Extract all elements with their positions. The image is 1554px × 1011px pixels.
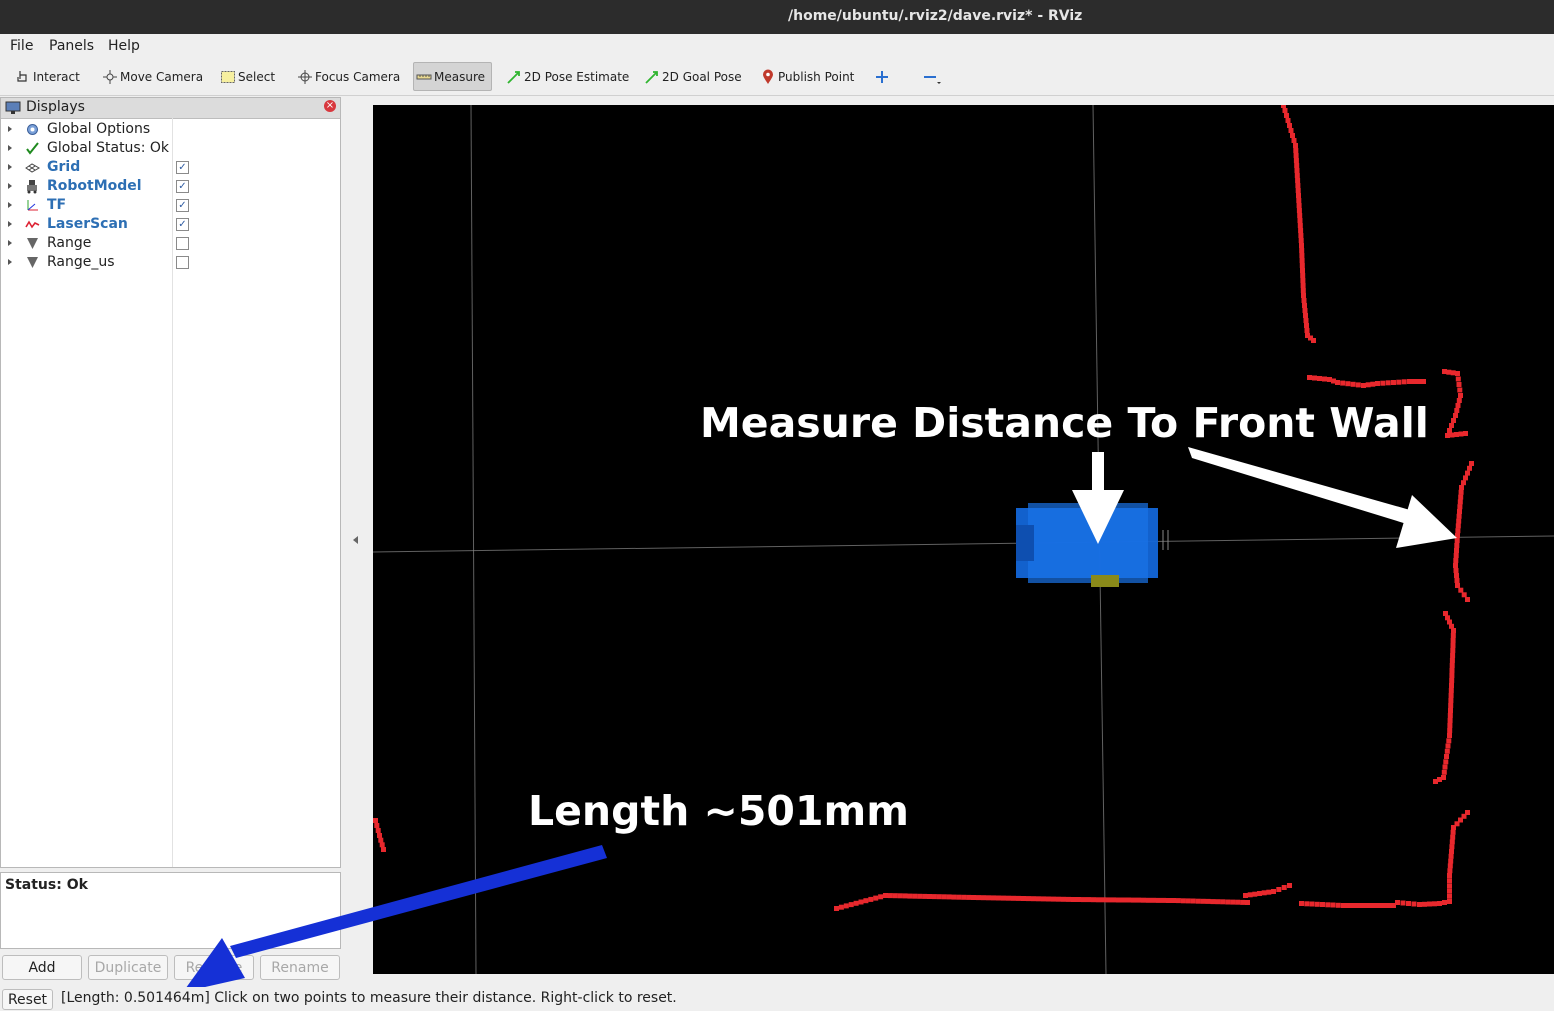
display-item-range-us[interactable]: Range_us — [1, 253, 340, 272]
tool-2d-goal-pose-label: 2D Goal Pose — [662, 70, 742, 84]
tool-move-camera[interactable]: Move Camera — [102, 64, 203, 90]
column-divider — [172, 118, 173, 867]
display-item-label: LaserScan — [47, 216, 128, 232]
focus-camera-icon — [297, 69, 313, 85]
ruler-icon — [416, 69, 432, 85]
goal-arrow-icon — [644, 69, 660, 85]
expand-arrow-icon[interactable] — [8, 202, 12, 208]
rename-display-button[interactable]: Rename — [260, 955, 340, 980]
robot-model — [1016, 503, 1169, 587]
robot-icon — [25, 179, 40, 194]
range-icon — [25, 255, 40, 270]
tool-2d-goal-pose[interactable]: 2D Goal Pose — [644, 64, 742, 90]
tool-measure[interactable]: Measure — [413, 62, 492, 91]
display-enabled-checkbox[interactable] — [176, 256, 189, 269]
check-icon — [25, 141, 40, 156]
display-item-label: Grid — [47, 159, 81, 175]
menu-file[interactable]: File — [10, 38, 34, 54]
add-display-button[interactable]: Add — [2, 955, 82, 980]
window-titlebar: /home/ubuntu/.rviz2/dave.rviz* - RViz — [0, 0, 1554, 34]
plus-icon — [874, 69, 890, 85]
select-box-icon — [220, 69, 236, 85]
display-status-text: Status: Ok — [5, 877, 88, 893]
tool-2d-pose-estimate[interactable]: 2D Pose Estimate — [506, 64, 629, 90]
pose-arrow-icon — [506, 69, 522, 85]
minus-icon — [922, 69, 941, 85]
status-message: [Length: 0.501464m] Click on two points … — [61, 990, 677, 1006]
display-item-label: Global Options — [47, 121, 151, 137]
grid-display — [373, 105, 1554, 974]
close-panel-icon[interactable]: × — [324, 100, 336, 112]
tool-publish-point-label: Publish Point — [778, 70, 855, 84]
display-item-laserscan[interactable]: LaserScan ✓ — [1, 215, 340, 234]
laser-scan-points — [373, 105, 1474, 911]
expand-arrow-icon[interactable] — [8, 145, 12, 151]
displays-panel: Displays × Global Options Global Status: … — [0, 97, 341, 868]
annotation-front-wall: Measure Distance To Front Wall — [700, 399, 1429, 447]
status-bar: Reset [Length: 0.501464m] Click on two p… — [0, 987, 1554, 1010]
toolbar: Interact Move Camera Select Focus Camera… — [0, 58, 1554, 96]
annotation-length: Length ~501mm — [528, 787, 909, 835]
display-item-grid[interactable]: Grid ✓ — [1, 158, 340, 177]
displays-panel-header: Displays × — [1, 98, 340, 119]
expand-arrow-icon[interactable] — [8, 164, 12, 170]
expand-arrow-icon[interactable] — [8, 240, 12, 246]
menu-help[interactable]: Help — [108, 38, 140, 54]
tool-select[interactable]: Select — [220, 64, 275, 90]
display-item-label: Range_us — [47, 254, 115, 270]
display-item-global-options[interactable]: Global Options — [1, 120, 340, 139]
tool-interact[interactable]: Interact — [15, 64, 80, 90]
laser-icon — [25, 217, 40, 232]
display-item-label: Global Status: Ok — [47, 140, 170, 156]
duplicate-display-button[interactable]: Duplicate — [88, 955, 168, 980]
tool-focus-camera-label: Focus Camera — [315, 70, 401, 84]
menubar: File Panels Help — [0, 34, 1554, 58]
tool-measure-label: Measure — [434, 69, 485, 84]
display-enabled-checkbox[interactable] — [176, 237, 189, 250]
display-enabled-checkbox[interactable]: ✓ — [176, 161, 189, 174]
display-item-robotmodel[interactable]: RobotModel ✓ — [1, 177, 340, 196]
tool-focus-camera[interactable]: Focus Camera — [297, 64, 400, 90]
display-item-label: Range — [47, 235, 92, 251]
hand-pointer-icon — [15, 69, 31, 85]
monitor-icon — [5, 101, 21, 115]
display-enabled-checkbox[interactable]: ✓ — [176, 218, 189, 231]
remove-tool-button[interactable] — [922, 64, 941, 90]
range-icon — [25, 236, 40, 251]
axes-icon — [25, 198, 40, 213]
3d-viewport[interactable] — [373, 105, 1554, 974]
tool-publish-point[interactable]: Publish Point — [760, 64, 854, 90]
display-enabled-checkbox[interactable]: ✓ — [176, 199, 189, 212]
display-item-label: TF — [47, 197, 67, 213]
display-item-tf[interactable]: TF ✓ — [1, 196, 340, 215]
display-item-range[interactable]: Range — [1, 234, 340, 253]
expand-arrow-icon[interactable] — [8, 183, 12, 189]
move-camera-icon — [102, 69, 118, 85]
display-item-label: RobotModel — [47, 178, 142, 194]
expand-arrow-icon[interactable] — [8, 126, 12, 132]
remove-display-button[interactable]: Remove — [174, 955, 254, 980]
expand-arrow-icon[interactable] — [8, 221, 12, 227]
tool-interact-label: Interact — [33, 70, 80, 84]
display-item-global-status-ok[interactable]: Global Status: Ok — [1, 139, 340, 158]
tool-select-label: Select — [238, 70, 276, 84]
display-status-box: Status: Ok — [0, 872, 341, 949]
tool-2d-pose-estimate-label: 2D Pose Estimate — [524, 70, 630, 84]
map-pin-icon — [760, 69, 776, 85]
gear-icon — [25, 122, 40, 137]
collapse-panel-handle[interactable] — [353, 536, 358, 544]
reset-button[interactable]: Reset — [2, 989, 53, 1010]
expand-arrow-icon[interactable] — [8, 259, 12, 265]
displays-panel-title: Displays — [26, 99, 85, 115]
menu-panels[interactable]: Panels — [49, 38, 95, 54]
scene-render — [373, 105, 1554, 974]
window-title: /home/ubuntu/.rviz2/dave.rviz* - RViz — [788, 8, 1083, 24]
grid-icon — [25, 160, 41, 175]
tool-move-camera-label: Move Camera — [120, 70, 204, 84]
add-tool-button[interactable] — [874, 64, 892, 90]
display-enabled-checkbox[interactable]: ✓ — [176, 180, 189, 193]
